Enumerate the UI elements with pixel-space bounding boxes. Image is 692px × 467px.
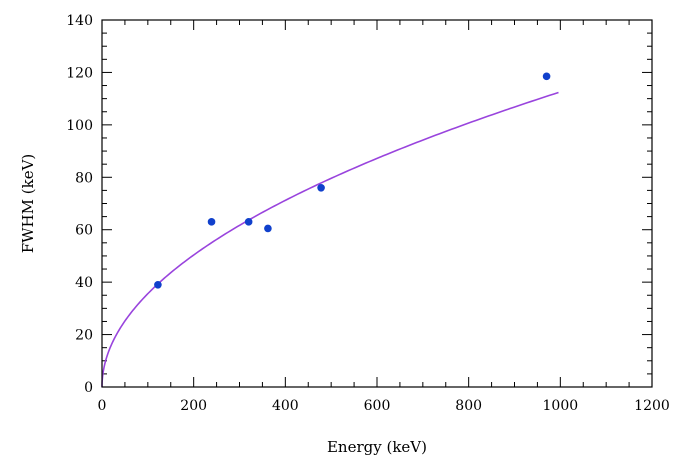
y-tick-label: 120	[66, 65, 93, 81]
data-point	[264, 224, 272, 233]
x-tick-label: 600	[364, 398, 391, 414]
x-tick-label: 1200	[634, 398, 670, 414]
data-point	[154, 280, 162, 289]
y-tick-label: 20	[75, 328, 93, 344]
minor-ticks	[102, 20, 652, 387]
x-tick-label: 800	[455, 398, 482, 414]
x-tick-label: 400	[272, 398, 299, 414]
data-points	[154, 72, 551, 289]
y-tick-label: 80	[75, 170, 93, 186]
data-point	[317, 183, 325, 192]
x-tick-label: 1000	[543, 398, 579, 414]
x-axis-label: Energy (keV)	[327, 438, 427, 456]
major-ticks	[101, 19, 653, 388]
y-tick-label: 60	[75, 223, 93, 239]
plot-frame	[101, 19, 653, 388]
y-tick-labels: 0 20 40 60 80 100 120 140	[66, 13, 93, 396]
y-tick-label: 100	[66, 118, 93, 134]
y-axis-label: FWHM (keV)	[19, 154, 37, 254]
y-tick-label: 40	[75, 275, 93, 291]
y-tick-label: 0	[84, 380, 93, 396]
x-tick-label: 0	[98, 398, 107, 414]
data-point	[207, 218, 216, 226]
x-tick-labels: 0 200 400 600 800 1000 1200	[98, 398, 670, 414]
fit-curve	[101, 91, 559, 388]
data-point	[542, 72, 551, 81]
y-tick-label: 140	[66, 13, 93, 29]
data-point	[244, 218, 253, 226]
x-tick-label: 200	[180, 398, 207, 414]
